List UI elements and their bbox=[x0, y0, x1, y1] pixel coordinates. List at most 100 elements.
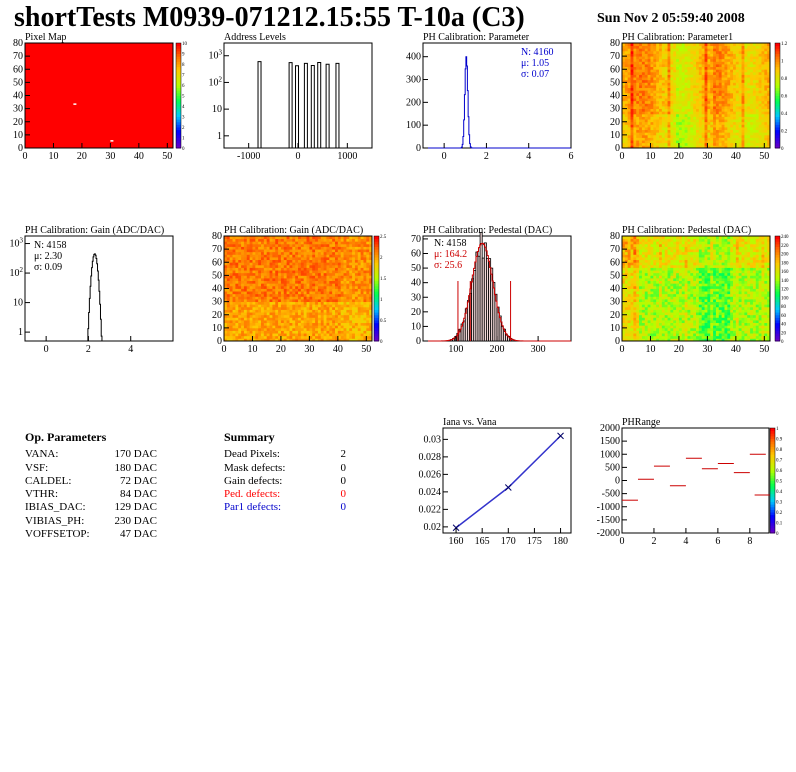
heatmap-cell bbox=[627, 77, 631, 81]
heatmap-cell bbox=[312, 301, 316, 305]
heatmap-cell bbox=[312, 325, 316, 329]
heatmap-cell bbox=[733, 79, 737, 83]
heatmap-cell bbox=[644, 127, 649, 131]
heatmap-cell bbox=[687, 85, 691, 89]
heatmap-cell bbox=[696, 69, 700, 73]
heatmap-cell bbox=[315, 280, 319, 284]
heatmap-cell bbox=[349, 333, 353, 337]
heatmap-cell bbox=[283, 259, 288, 263]
heatmap-cell bbox=[346, 304, 350, 308]
heatmap-cell bbox=[306, 272, 310, 276]
heatmap-cell bbox=[713, 53, 717, 57]
heatmap-cell bbox=[235, 322, 239, 326]
heatmap-cell bbox=[283, 288, 288, 292]
heatmap-cell bbox=[659, 132, 663, 136]
heatmap-cell bbox=[767, 85, 771, 89]
heatmap-cell bbox=[337, 320, 342, 324]
heatmap-cell bbox=[764, 134, 768, 138]
heatmap-cell bbox=[363, 278, 367, 282]
heatmap-cell bbox=[337, 327, 342, 331]
heatmap-cell bbox=[246, 238, 251, 242]
heatmap-cell bbox=[363, 333, 367, 337]
heatmap-cell bbox=[332, 304, 336, 308]
heatmap-cell bbox=[232, 243, 236, 247]
heatmap-cell bbox=[676, 90, 680, 94]
heatmap-cell bbox=[312, 327, 316, 331]
heatmap-cell bbox=[275, 285, 279, 289]
heatmap-cell bbox=[261, 335, 265, 339]
palette-label: 7 bbox=[182, 74, 185, 79]
heatmap-cell bbox=[701, 335, 705, 339]
heatmap-cell bbox=[340, 322, 344, 326]
heatmap-cell bbox=[357, 270, 362, 274]
heatmap-cell bbox=[224, 251, 228, 255]
heatmap-cell bbox=[241, 296, 245, 300]
heatmap-cell bbox=[354, 270, 359, 274]
heatmap-cell bbox=[280, 283, 285, 287]
heatmap-cell bbox=[650, 103, 654, 107]
heatmap-cell bbox=[224, 306, 228, 310]
heatmap-cell bbox=[354, 314, 359, 318]
heatmap-cell bbox=[750, 90, 754, 94]
heatmap-cell bbox=[724, 111, 728, 115]
heatmap-cell bbox=[289, 293, 293, 297]
heatmap-cell bbox=[360, 257, 364, 261]
heatmap-cell bbox=[369, 262, 373, 266]
heatmap-cell bbox=[340, 285, 344, 289]
heatmap-cell bbox=[641, 50, 646, 54]
heatmap-cell bbox=[357, 309, 362, 313]
heatmap-cell bbox=[366, 262, 370, 266]
heatmap-cell bbox=[707, 145, 711, 149]
heatmap-cell bbox=[352, 259, 356, 263]
heatmap-cell bbox=[349, 296, 353, 300]
heatmap-cell bbox=[707, 119, 711, 123]
heatmap-cell bbox=[715, 92, 720, 96]
heatmap-cell bbox=[241, 301, 245, 305]
heatmap-cell bbox=[300, 272, 305, 276]
heatmap-cell bbox=[280, 317, 285, 321]
heatmap-cell bbox=[761, 108, 765, 112]
heatmap-cell bbox=[764, 69, 768, 73]
heatmap-cell bbox=[266, 301, 270, 305]
heatmap-cell bbox=[647, 338, 651, 342]
heatmap-cell bbox=[357, 249, 362, 253]
heatmap-cell bbox=[329, 293, 333, 297]
heatmap-cell bbox=[767, 77, 771, 81]
heatmap-cell bbox=[269, 283, 273, 287]
heatmap-cell bbox=[676, 127, 680, 131]
heatmap-cell bbox=[624, 129, 629, 133]
heatmap-cell bbox=[283, 272, 288, 276]
heatmap-cell bbox=[332, 338, 336, 342]
heatmap-cell bbox=[357, 257, 362, 261]
heatmap-cell bbox=[238, 306, 242, 310]
heatmap-cell bbox=[738, 48, 742, 52]
heatmap-cell bbox=[622, 61, 626, 65]
heatmap-cell bbox=[727, 45, 731, 49]
heatmap-cell bbox=[249, 301, 253, 305]
heatmap-cell bbox=[289, 251, 293, 255]
histogram-peak bbox=[288, 62, 293, 148]
heatmap-cell bbox=[661, 66, 666, 70]
heatmap-cell bbox=[286, 236, 290, 240]
heatmap-cell bbox=[235, 296, 239, 300]
palette-label: 1.5 bbox=[380, 277, 387, 282]
heatmap-cell bbox=[656, 127, 660, 131]
heatmap-cell bbox=[659, 103, 663, 107]
heatmap-cell bbox=[752, 69, 757, 73]
palette-band bbox=[374, 278, 379, 282]
heatmap-cell bbox=[261, 333, 265, 337]
heatmap-cell bbox=[701, 77, 705, 81]
heatmap-cell bbox=[300, 327, 305, 331]
heatmap-cell bbox=[320, 241, 325, 245]
heatmap-cell bbox=[707, 327, 711, 331]
heatmap-cell bbox=[727, 145, 731, 149]
heatmap-cell bbox=[758, 127, 762, 131]
heatmap-cell bbox=[306, 288, 310, 292]
heatmap-cell bbox=[366, 251, 370, 255]
heatmap-cell bbox=[312, 267, 316, 271]
heatmap-cell bbox=[343, 288, 347, 292]
heatmap-cell bbox=[735, 119, 740, 123]
heatmap-cell bbox=[650, 43, 654, 47]
y-tick-label: 20 bbox=[13, 117, 23, 128]
heatmap-cell bbox=[357, 259, 362, 263]
